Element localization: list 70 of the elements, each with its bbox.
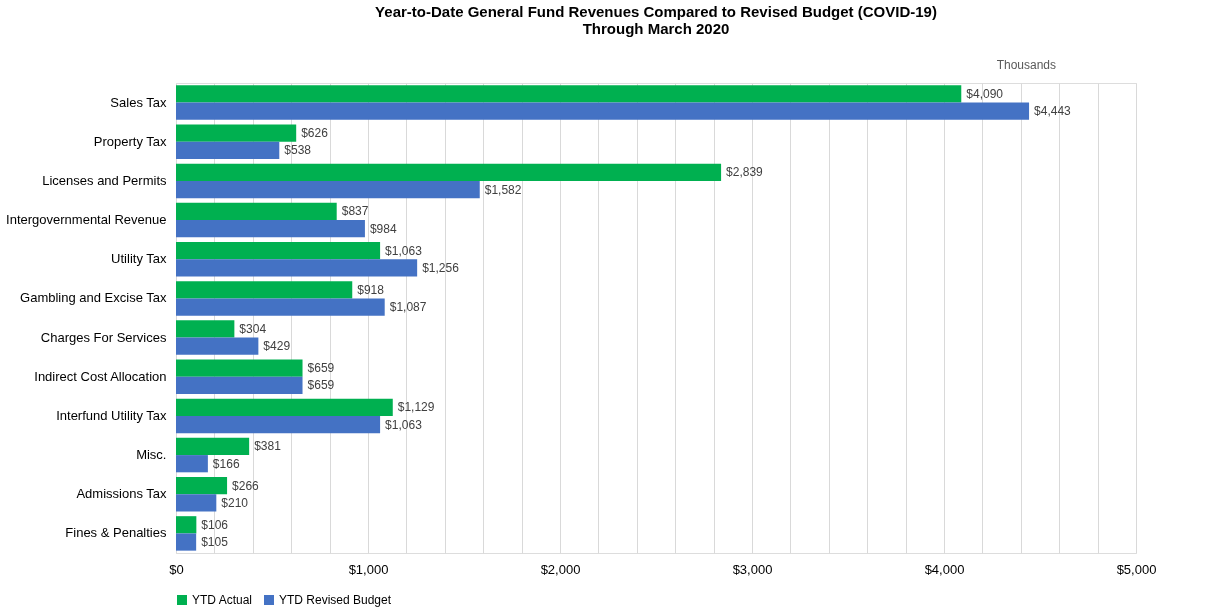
bar [176,163,722,181]
x-tick-label: $3,000 [732,561,773,577]
y-tick-label: Gambling and Excise Tax [20,290,167,306]
data-label: $4,090 [966,86,1004,101]
legend-label: YTD Actual [192,593,253,607]
data-label: $106 [201,517,229,532]
y-tick-label: Indirect Cost Allocation [34,368,167,384]
data-label: $210 [221,495,249,510]
y-tick-label: Misc. [136,447,167,463]
bar [176,141,280,159]
data-label: $381 [254,439,282,454]
bar [176,337,259,355]
data-label: $1,582 [484,182,522,197]
data-label: $4,443 [1034,104,1072,119]
x-tick-label: $0 [169,561,184,577]
bar [176,477,228,495]
bar [176,281,353,299]
chart-title: Year-to-Date General Fund Revenues Compared to Revised Budget (COVID-19) Through March 2020 [375,3,937,37]
bar [176,455,208,473]
bar [176,124,297,142]
data-label: $1,063 [385,243,423,258]
data-label: $1,087 [389,300,427,315]
y-tick-label: Intergovernmental Revenue [6,212,167,228]
data-label: $105 [201,535,229,550]
data-label: $984 [369,221,397,236]
data-label: $626 [301,126,329,141]
y-tick-label: Fines & Penalties [65,525,167,541]
bar [176,359,303,377]
y-tick-label: Admissions Tax [76,486,167,502]
bar [176,102,1030,120]
legend-label: YTD Revised Budget [279,593,392,607]
data-label: $166 [212,456,240,471]
data-label: $429 [263,339,291,354]
y-tick-label: Charges For Services [40,329,167,345]
bar [176,376,303,394]
x-tick-label: $2,000 [540,561,581,577]
data-label: $659 [307,378,335,393]
bar [176,437,250,456]
bar [176,202,337,221]
text: Thousands [996,58,1056,72]
bar [176,320,235,338]
bar [176,415,381,434]
bar [176,516,197,534]
y-tick-label: Property Tax [93,133,167,149]
y-tick-label: Utility Tax [111,251,167,267]
bar [176,298,385,316]
data-label: $837 [341,204,369,219]
bar [176,494,217,512]
data-label: $1,256 [422,260,460,275]
data-label: $2,839 [726,165,764,180]
data-label: $1,063 [385,417,423,432]
data-label: $266 [232,478,260,493]
bar [176,398,393,416]
data-label: $659 [307,361,335,376]
y-tick-label: Interfund Utility Tax [56,407,167,423]
data-label: $1,129 [397,400,435,415]
bar [176,85,962,103]
bar [176,242,381,260]
x-tick-label: $1,000 [348,561,389,577]
y-tick-label: Licenses and Permits [42,172,167,188]
x-tick-label: $5,000 [1116,561,1157,577]
bar [176,180,480,199]
data-label: $918 [357,282,385,297]
data-label: $304 [239,321,267,336]
bar [176,220,365,238]
y-tick-label: Sales Tax [110,94,167,110]
data-label: $538 [284,143,312,158]
bar [176,533,197,551]
x-tick-label: $4,000 [924,561,965,577]
bar [176,259,418,277]
